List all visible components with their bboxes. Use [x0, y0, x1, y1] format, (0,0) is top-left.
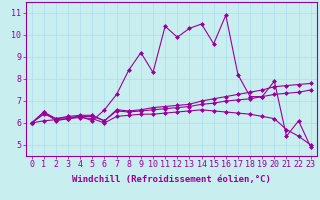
X-axis label: Windchill (Refroidissement éolien,°C): Windchill (Refroidissement éolien,°C) [72, 175, 271, 184]
